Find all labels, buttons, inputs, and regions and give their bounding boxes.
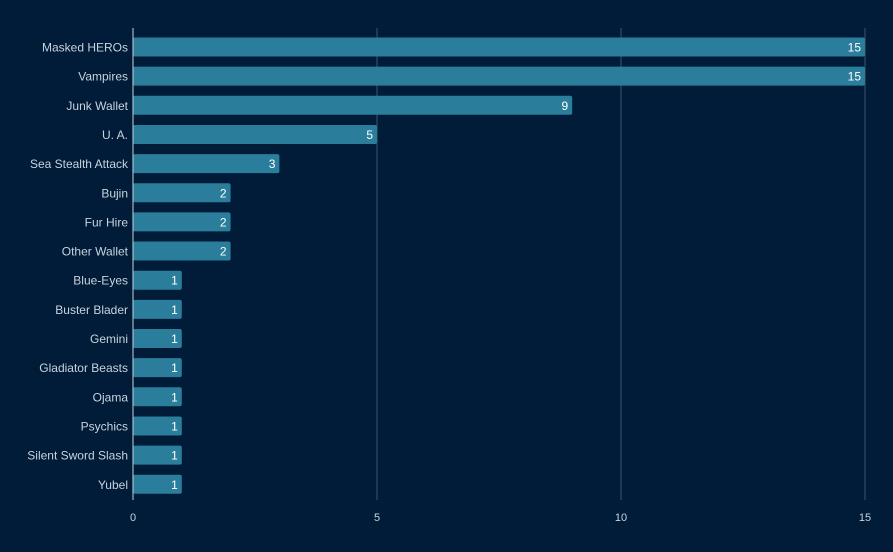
data-label-10: 1 (171, 332, 178, 346)
category-label-9: Buster Blader (55, 303, 128, 317)
bar-8 (133, 270, 182, 290)
bar-12 (133, 387, 182, 407)
data-label-6: 2 (220, 215, 227, 229)
category-label-12: Ojama (93, 390, 129, 404)
category-label-5: Bujin (101, 186, 128, 200)
data-label-9: 1 (171, 303, 178, 317)
bar-7 (133, 241, 231, 261)
bar-11 (133, 358, 182, 378)
bar-2 (133, 95, 573, 115)
data-label-12: 1 (171, 390, 178, 404)
bar-10 (133, 329, 182, 348)
category-label-6: Fur Hire (85, 215, 129, 229)
category-label-1: Vampires (78, 70, 128, 84)
data-label-5: 2 (220, 186, 227, 200)
data-label-3: 5 (366, 128, 373, 142)
category-label-4: Sea Stealth Attack (30, 157, 129, 171)
category-label-11: Gladiator Beasts (39, 361, 128, 375)
category-label-0: Masked HEROs (42, 41, 128, 55)
category-label-13: Psychics (81, 419, 128, 433)
category-label-7: Other Wallet (62, 245, 129, 259)
data-label-7: 2 (220, 245, 227, 259)
category-label-8: Blue-Eyes (73, 274, 128, 288)
bar-4 (133, 154, 280, 174)
category-label-14: Silent Sword Slash (27, 449, 128, 463)
data-label-11: 1 (171, 361, 178, 375)
category-label-2: Junk Wallet (66, 99, 128, 113)
bar-9 (133, 299, 182, 319)
data-label-14: 1 (171, 449, 178, 463)
bar-0 (133, 37, 865, 57)
bar-3 (133, 124, 377, 144)
category-label-3: U. A. (102, 128, 128, 142)
bar-13 (133, 416, 182, 436)
x-tick-label-5: 5 (374, 512, 380, 524)
bar-14 (133, 445, 182, 465)
bar-6 (133, 212, 231, 232)
x-tick-label-0: 0 (130, 512, 136, 524)
bar-5 (133, 183, 231, 203)
data-label-0: 15 (848, 41, 862, 55)
x-tick-label-15: 15 (859, 512, 871, 524)
data-label-1: 15 (848, 70, 862, 84)
category-label-10: Gemini (90, 332, 128, 346)
bar-15 (133, 474, 182, 494)
bar-1 (133, 66, 865, 86)
x-axis-ticks: 0 5 10 15 (130, 512, 871, 524)
bars: 15 15 9 5 3 2 2 2 1 1 1 1 1 1 1 1 (133, 37, 865, 494)
category-labels: Masked HEROs Vampires Junk Wallet U. A. Sea … (27, 41, 129, 492)
category-label-15: Yubel (98, 478, 128, 492)
x-tick-label-10: 10 (615, 512, 627, 524)
data-label-2: 9 (562, 99, 569, 113)
data-label-8: 1 (171, 274, 178, 288)
data-label-13: 1 (171, 419, 178, 433)
data-label-4: 3 (269, 157, 276, 171)
data-label-15: 1 (171, 478, 178, 492)
